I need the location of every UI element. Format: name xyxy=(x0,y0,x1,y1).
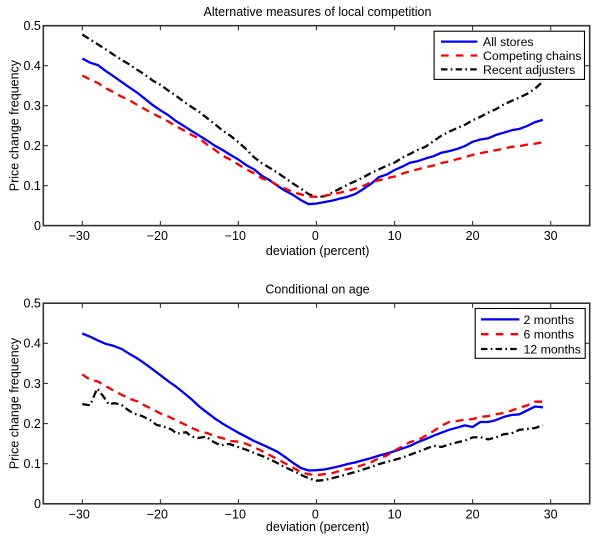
svg-text:All stores: All stores xyxy=(483,35,534,49)
svg-text:0.4: 0.4 xyxy=(24,59,41,73)
svg-text:0: 0 xyxy=(312,507,319,521)
svg-text:0: 0 xyxy=(34,497,41,511)
svg-text:0.3: 0.3 xyxy=(24,99,41,113)
svg-text:0: 0 xyxy=(34,219,41,233)
svg-text:Conditional on age: Conditional on age xyxy=(265,283,369,297)
svg-text:−10: −10 xyxy=(225,229,246,243)
svg-text:20: 20 xyxy=(466,507,480,521)
svg-text:0.5: 0.5 xyxy=(24,19,41,33)
svg-text:−20: −20 xyxy=(147,507,168,521)
svg-text:10: 10 xyxy=(388,229,402,243)
svg-text:−30: −30 xyxy=(69,507,90,521)
svg-text:Price change frequency: Price change frequency xyxy=(8,337,22,469)
svg-text:30: 30 xyxy=(544,229,558,243)
svg-text:6 months: 6 months xyxy=(524,328,575,342)
svg-text:20: 20 xyxy=(466,229,480,243)
svg-text:2 months: 2 months xyxy=(524,313,575,327)
svg-text:Price change frequency: Price change frequency xyxy=(8,59,22,191)
svg-text:0.1: 0.1 xyxy=(24,457,41,471)
svg-text:0: 0 xyxy=(312,229,319,243)
svg-text:12 months: 12 months xyxy=(524,343,581,357)
svg-text:0.2: 0.2 xyxy=(24,139,41,153)
svg-text:−30: −30 xyxy=(69,229,90,243)
svg-text:0.1: 0.1 xyxy=(24,179,41,193)
svg-text:0.2: 0.2 xyxy=(24,417,41,431)
svg-text:−20: −20 xyxy=(147,229,168,243)
svg-text:−10: −10 xyxy=(225,507,246,521)
svg-text:deviation (percent): deviation (percent) xyxy=(266,244,370,258)
svg-text:Recent adjusters: Recent adjusters xyxy=(483,63,575,77)
svg-text:Competing chains: Competing chains xyxy=(483,49,581,63)
svg-text:10: 10 xyxy=(388,507,402,521)
svg-text:0.5: 0.5 xyxy=(24,297,41,311)
svg-text:0.3: 0.3 xyxy=(24,377,41,391)
svg-text:0.4: 0.4 xyxy=(24,337,41,351)
svg-text:deviation (percent): deviation (percent) xyxy=(266,520,370,534)
svg-text:Alternative measures of local: Alternative measures of local competitio… xyxy=(204,5,432,19)
svg-text:30: 30 xyxy=(544,507,558,521)
